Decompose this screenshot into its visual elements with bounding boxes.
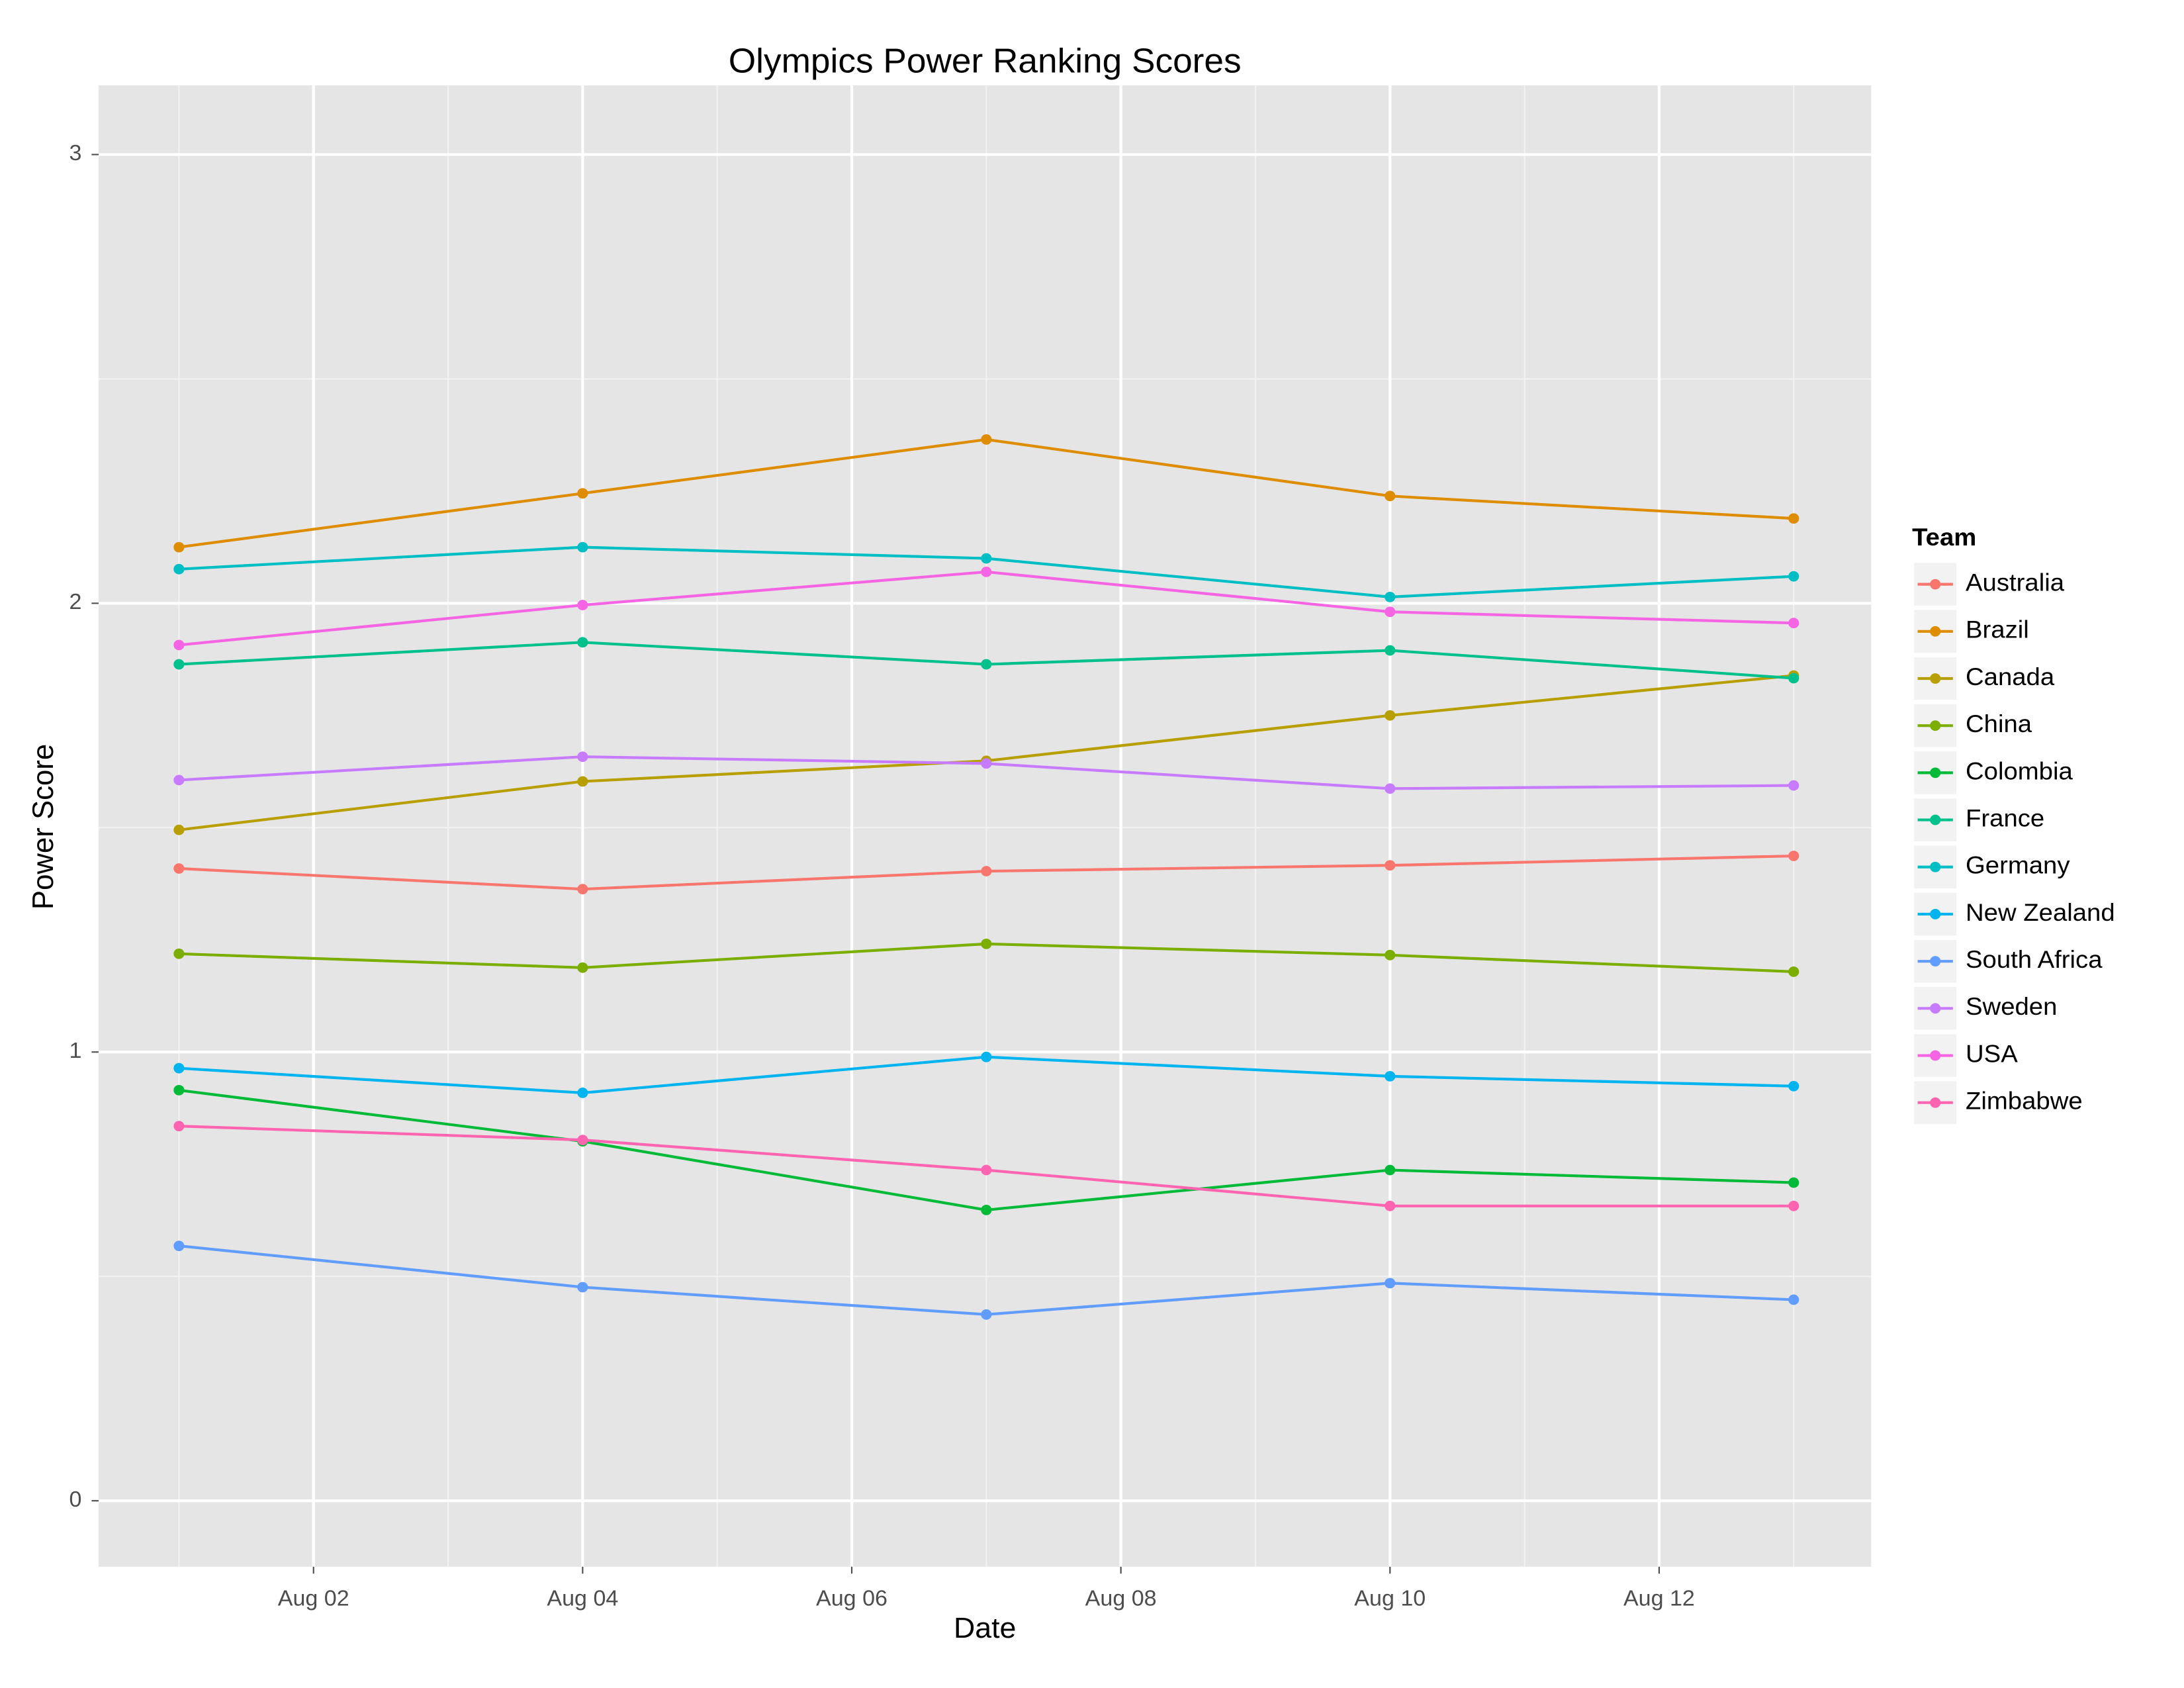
legend-point xyxy=(1930,1050,1941,1061)
plot-panel xyxy=(99,85,1872,1567)
legend-point xyxy=(1930,909,1941,919)
data-point xyxy=(981,938,992,949)
x-tick-label: Aug 10 xyxy=(1354,1587,1426,1611)
legend-label: USA xyxy=(1966,1041,2018,1068)
x-tick-label: Aug 12 xyxy=(1623,1587,1695,1611)
data-point xyxy=(1385,606,1396,618)
data-point xyxy=(577,776,588,787)
data-point xyxy=(1788,1200,1799,1211)
data-point xyxy=(981,434,992,445)
legend-label: Australia xyxy=(1966,569,2065,597)
legend-label: South Africa xyxy=(1966,946,2103,974)
data-point xyxy=(1788,513,1799,524)
x-tick-label: Aug 04 xyxy=(547,1587,618,1611)
legend-label: Canada xyxy=(1966,663,2055,691)
data-point xyxy=(173,1241,185,1252)
data-point xyxy=(1385,1164,1396,1176)
data-point xyxy=(173,948,185,959)
data-point xyxy=(173,563,185,575)
x-tick-label: Aug 08 xyxy=(1085,1587,1157,1611)
data-point xyxy=(1385,1200,1396,1211)
legend-point xyxy=(1930,1003,1941,1014)
data-point xyxy=(1788,571,1799,582)
y-tick-label: 3 xyxy=(69,142,82,166)
legend-point xyxy=(1930,626,1941,637)
data-point xyxy=(577,637,588,648)
data-point xyxy=(1385,491,1396,502)
data-point xyxy=(173,541,185,553)
legend-label: Zimbabwe xyxy=(1966,1088,2083,1115)
data-point xyxy=(1788,618,1799,629)
data-point xyxy=(577,600,588,610)
legend-label: Sweden xyxy=(1966,994,2057,1021)
data-point xyxy=(173,1121,185,1132)
data-point xyxy=(1385,860,1396,871)
data-point xyxy=(1385,1278,1396,1289)
legend-point xyxy=(1930,720,1941,731)
x-tick-label: Aug 02 xyxy=(278,1587,349,1611)
data-point xyxy=(981,866,992,876)
data-point xyxy=(577,1088,588,1098)
data-point xyxy=(577,884,588,895)
data-point xyxy=(1788,966,1799,977)
data-point xyxy=(981,659,992,670)
legend-point xyxy=(1930,861,1941,872)
data-point xyxy=(981,553,992,564)
data-point xyxy=(981,1309,992,1320)
data-point xyxy=(1788,851,1799,861)
data-point xyxy=(577,962,588,973)
data-point xyxy=(577,751,588,763)
data-point xyxy=(981,758,992,769)
legend-point xyxy=(1930,956,1941,967)
data-point xyxy=(981,1164,992,1176)
y-tick-label: 0 xyxy=(69,1487,82,1512)
data-point xyxy=(1788,1177,1799,1188)
legend-title: Team xyxy=(1912,524,1976,551)
data-point xyxy=(981,1051,992,1062)
legend-label: Germany xyxy=(1966,852,2070,880)
legend-label: France xyxy=(1966,805,2044,833)
y-axis-title: Power Score xyxy=(26,744,60,910)
legend-point xyxy=(1930,673,1941,684)
data-point xyxy=(981,566,992,577)
data-point xyxy=(1385,1070,1396,1082)
data-point xyxy=(1788,673,1799,684)
y-tick-label: 2 xyxy=(69,590,82,614)
data-point xyxy=(577,488,588,499)
data-point xyxy=(577,541,588,553)
data-point xyxy=(173,659,185,670)
data-point xyxy=(577,1135,588,1146)
data-point xyxy=(173,774,185,786)
legend-label: Brazil xyxy=(1966,616,2029,644)
x-tick-label: Aug 06 xyxy=(816,1587,887,1611)
legend-point xyxy=(1930,767,1941,778)
data-point xyxy=(173,863,185,874)
legend-point xyxy=(1930,814,1941,825)
legend-point xyxy=(1930,579,1941,590)
data-point xyxy=(1788,1294,1799,1305)
legend-label: New Zealand xyxy=(1966,899,2115,927)
data-point xyxy=(1385,783,1396,794)
data-point xyxy=(1385,710,1396,721)
data-point xyxy=(173,824,185,835)
data-point xyxy=(173,1062,185,1074)
legend-point xyxy=(1930,1097,1941,1108)
data-point xyxy=(173,639,185,651)
y-tick-label: 1 xyxy=(69,1039,82,1063)
data-point xyxy=(1385,949,1396,961)
data-point xyxy=(1788,1080,1799,1092)
data-point xyxy=(1385,591,1396,602)
x-axis-title: Date xyxy=(954,1613,1016,1644)
data-point xyxy=(1385,645,1396,656)
data-point xyxy=(173,1084,185,1096)
data-point xyxy=(577,1282,588,1293)
legend-label: China xyxy=(1966,710,2032,738)
data-point xyxy=(1788,780,1799,791)
chart-title: Olympics Power Ranking Scores xyxy=(729,42,1242,80)
legend-label: Colombia xyxy=(1966,758,2073,786)
data-point xyxy=(981,1204,992,1215)
